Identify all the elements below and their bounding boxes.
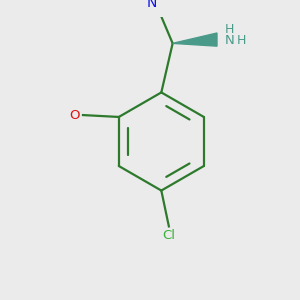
Text: N: N: [147, 0, 157, 10]
Text: H: H: [237, 34, 246, 47]
Text: N: N: [224, 34, 234, 47]
Text: Cl: Cl: [162, 229, 176, 242]
Polygon shape: [172, 33, 217, 46]
Text: H: H: [224, 23, 234, 36]
Text: O: O: [70, 109, 80, 122]
